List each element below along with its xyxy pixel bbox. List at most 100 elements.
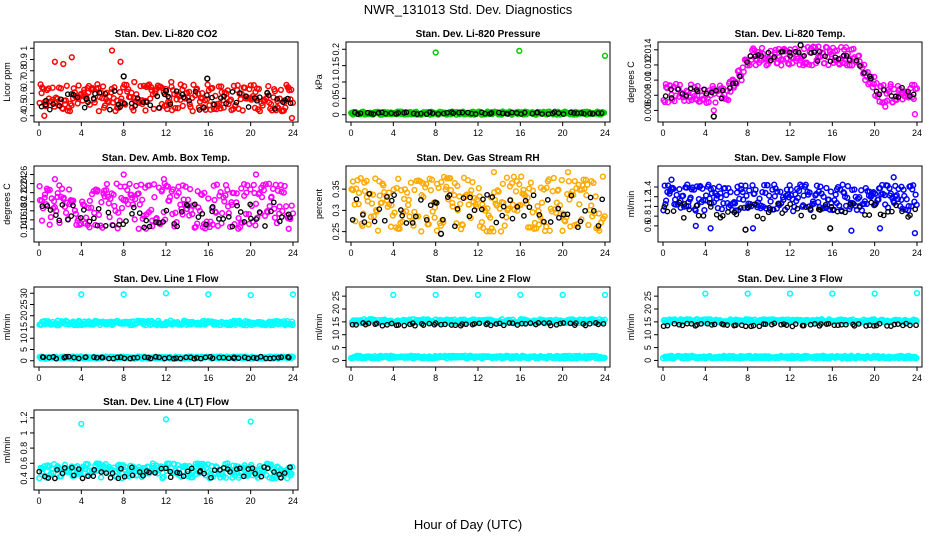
data-point — [47, 213, 55, 221]
outlier-point — [168, 78, 175, 86]
y-tick-label: 1.2 — [643, 190, 653, 203]
data-point — [662, 197, 670, 204]
data-point — [869, 84, 876, 91]
data-point — [861, 70, 867, 76]
data-point — [86, 224, 93, 231]
data-point — [281, 182, 288, 190]
x-tick-label: 20 — [558, 128, 568, 138]
data-point — [749, 182, 756, 189]
data-point — [85, 204, 92, 212]
data-point — [233, 199, 240, 206]
data-point — [205, 195, 212, 202]
data-point — [679, 192, 687, 199]
panel-3: Stan. Dev. Li-820 Temp. degrees C 0 4 8 12 16 2… — [626, 29, 923, 138]
data-point — [762, 321, 769, 328]
data-point — [288, 463, 296, 471]
data-point — [771, 54, 778, 60]
panel-1: Stan. Dev. Li-820 CO2 Licor ppm 0 4 8 12 16 20 2… — [2, 29, 299, 138]
data-point — [135, 225, 142, 232]
data-point — [500, 203, 507, 210]
data-point — [179, 211, 186, 218]
data-point — [418, 197, 424, 203]
panel-2: Stan. Dev. Li-820 Pressure kPa 0 4 8 12 16 20 24… — [314, 29, 611, 138]
data-point — [103, 187, 110, 194]
data-point — [46, 106, 53, 113]
data-point — [497, 228, 505, 235]
data-point — [265, 83, 272, 90]
data-point — [152, 353, 159, 360]
data-point — [759, 188, 766, 196]
data-point — [820, 193, 827, 200]
data-point — [493, 321, 500, 327]
data-point — [466, 213, 473, 220]
data-point — [177, 355, 184, 362]
data-point — [862, 212, 868, 218]
data-point — [889, 208, 895, 215]
data-point — [142, 107, 149, 114]
data-point — [736, 195, 743, 202]
panel-9: Stan. Dev. Line 3 Flow ml/min 0 4 8 12 16 20 24 0… — [626, 274, 923, 383]
y-tick-label: 0.4 — [19, 109, 29, 122]
data-point — [469, 178, 476, 186]
data-point — [265, 92, 272, 99]
data-point — [235, 355, 242, 361]
data-point — [184, 202, 191, 209]
data-point — [505, 205, 512, 212]
outlier-point — [60, 60, 67, 68]
data-point — [432, 320, 439, 326]
data-point — [862, 76, 869, 84]
data-point — [371, 218, 378, 225]
data-point — [529, 209, 536, 216]
data-point — [218, 83, 225, 90]
data-point — [288, 470, 295, 477]
data-point — [727, 85, 733, 91]
y-tick-label: 5 — [643, 345, 653, 350]
data-point — [903, 88, 910, 95]
data-point — [164, 183, 172, 190]
data-point — [230, 82, 238, 90]
y-axis-label: percent — [314, 188, 324, 219]
data-point — [851, 186, 858, 193]
data-point — [367, 213, 375, 220]
data-point — [65, 186, 73, 193]
data-point — [754, 213, 761, 220]
data-point — [777, 188, 784, 195]
data-point — [404, 201, 412, 209]
data-point — [143, 99, 150, 106]
data-point — [601, 354, 608, 361]
data-point — [53, 355, 60, 362]
data-point — [247, 201, 254, 208]
data-point — [159, 474, 166, 482]
y-tick-label: 0.01 — [643, 71, 653, 89]
x-tick-label: 16 — [203, 496, 213, 506]
outlier-point — [437, 230, 445, 237]
data-point — [398, 207, 404, 213]
data-point — [272, 106, 278, 112]
outlier-point — [162, 87, 170, 95]
data-point — [182, 462, 189, 470]
data-point — [380, 182, 387, 189]
y-tick-label: 10 — [19, 333, 29, 343]
data-point — [910, 182, 917, 189]
data-point — [815, 43, 822, 50]
data-point — [495, 188, 502, 195]
data-point — [150, 105, 157, 113]
data-point — [230, 189, 237, 197]
outlier-point — [78, 291, 85, 298]
data-point — [245, 355, 252, 362]
data-point — [189, 474, 196, 481]
y-tick-label: 0 — [19, 358, 29, 363]
data-point — [857, 63, 863, 69]
panel-7: Stan. Dev. Line 1 Flow ml/min 0 4 8 12 16 20 24 0… — [2, 274, 299, 383]
data-point — [833, 47, 841, 54]
data-point — [163, 105, 171, 113]
data-point — [401, 109, 407, 116]
data-point — [786, 61, 793, 68]
data-point — [127, 355, 134, 362]
x-tick-label: 0 — [36, 248, 41, 258]
data-point — [831, 322, 838, 329]
data-point — [676, 321, 682, 328]
data-point — [467, 194, 473, 201]
y-tick-label: 0 — [331, 112, 341, 117]
panel-title: Stan. Dev. Li-820 CO2 — [115, 29, 218, 40]
